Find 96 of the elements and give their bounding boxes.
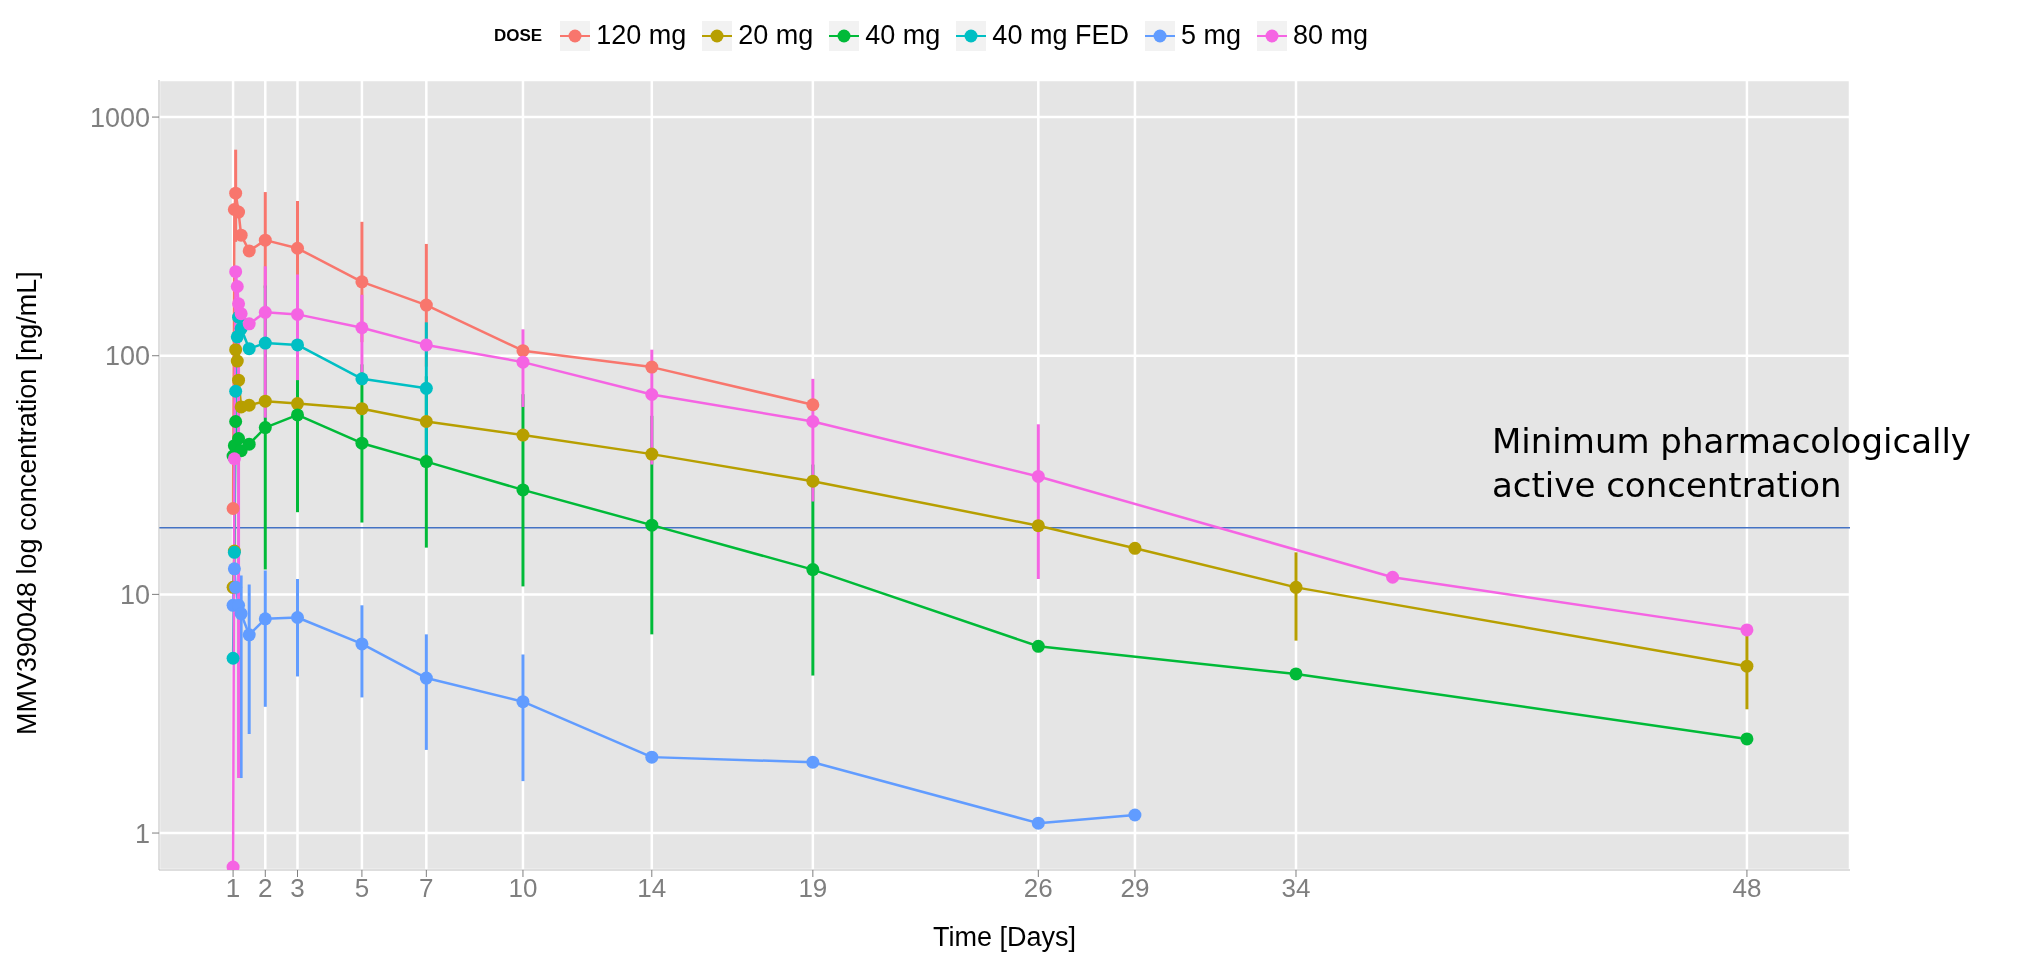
point [516, 344, 530, 358]
point [232, 431, 246, 445]
ref-line-label: Minimum pharmacologically active concentration [1492, 420, 1971, 505]
point [806, 755, 820, 769]
point [419, 338, 433, 352]
point [242, 342, 256, 356]
y-axis-title: MMV390048 log concentration [ng/mL] [11, 271, 42, 735]
point [291, 611, 304, 625]
point [806, 398, 820, 412]
point [419, 671, 433, 685]
point [806, 474, 820, 488]
point [419, 415, 433, 429]
point [1386, 570, 1400, 584]
x-tick-label: 26 [1023, 873, 1053, 904]
point [355, 321, 369, 335]
legend-label: 40 mg [865, 20, 941, 51]
x-tick-label: 2 [258, 873, 273, 904]
point [516, 355, 530, 369]
point [242, 628, 256, 642]
y-tick-label: 1000 [89, 102, 150, 133]
point [258, 336, 272, 350]
x-tick-label: 10 [508, 873, 538, 904]
point [1740, 659, 1754, 673]
x-tick-label: 19 [798, 873, 828, 904]
x-tick-label: 1 [225, 873, 241, 904]
point [419, 455, 433, 469]
point [229, 343, 243, 357]
point [291, 338, 304, 352]
point [355, 436, 369, 450]
point [1031, 816, 1045, 830]
y-tick-label: 100 [104, 341, 150, 372]
point [419, 381, 433, 395]
point [229, 186, 243, 200]
y-tick-label: 10 [119, 579, 150, 610]
point [355, 637, 369, 651]
x-tick-label: 3 [290, 873, 305, 904]
point [291, 241, 304, 255]
point [258, 612, 272, 626]
point [258, 305, 272, 319]
point [1289, 580, 1303, 594]
x-tick-label: 29 [1120, 873, 1150, 904]
point [242, 398, 256, 412]
x-tick-label: 48 [1732, 873, 1762, 904]
point [232, 373, 246, 387]
x-tick-label: 5 [354, 873, 370, 904]
point [258, 421, 272, 435]
point [645, 387, 659, 401]
point [806, 563, 820, 577]
point [516, 483, 530, 497]
point [645, 360, 659, 374]
point [230, 280, 244, 294]
legend-label: 80 mg [1292, 20, 1368, 51]
point [806, 415, 820, 429]
point [229, 265, 243, 279]
point [1031, 639, 1045, 653]
point [291, 307, 304, 321]
legend-label: 40 mg FED [992, 20, 1129, 51]
point [516, 695, 530, 709]
point [1128, 808, 1142, 822]
x-tick-label: 34 [1281, 873, 1311, 904]
x-tick-label: 7 [419, 873, 434, 904]
point [291, 397, 304, 411]
point [229, 384, 243, 398]
point [645, 518, 659, 532]
legend-label: 120 mg [596, 20, 687, 51]
point [355, 275, 369, 289]
point [230, 354, 244, 368]
x-tick-label: 14 [637, 873, 667, 904]
y-tick-label: 1 [134, 818, 150, 849]
point [242, 244, 256, 258]
point [291, 408, 304, 422]
point [355, 372, 369, 386]
point [226, 651, 240, 665]
point [242, 317, 256, 331]
point [1740, 623, 1754, 637]
point [419, 298, 433, 312]
point [355, 402, 369, 416]
point [1031, 469, 1045, 483]
x-axis-title: Time [Days] [932, 922, 1077, 952]
point [258, 394, 272, 408]
legend-label: 20 mg [738, 20, 814, 51]
point [516, 428, 530, 442]
legend-label: 5 mg [1180, 20, 1241, 51]
point [1740, 732, 1754, 746]
point [1128, 541, 1142, 555]
point [242, 437, 256, 451]
point [1289, 667, 1303, 681]
legend-title: DOSE [494, 25, 543, 46]
point [227, 562, 241, 576]
point [1031, 519, 1045, 533]
point [226, 502, 240, 515]
point [234, 607, 248, 621]
point [229, 415, 243, 429]
point [645, 750, 659, 764]
point [258, 233, 272, 247]
point [645, 447, 659, 461]
